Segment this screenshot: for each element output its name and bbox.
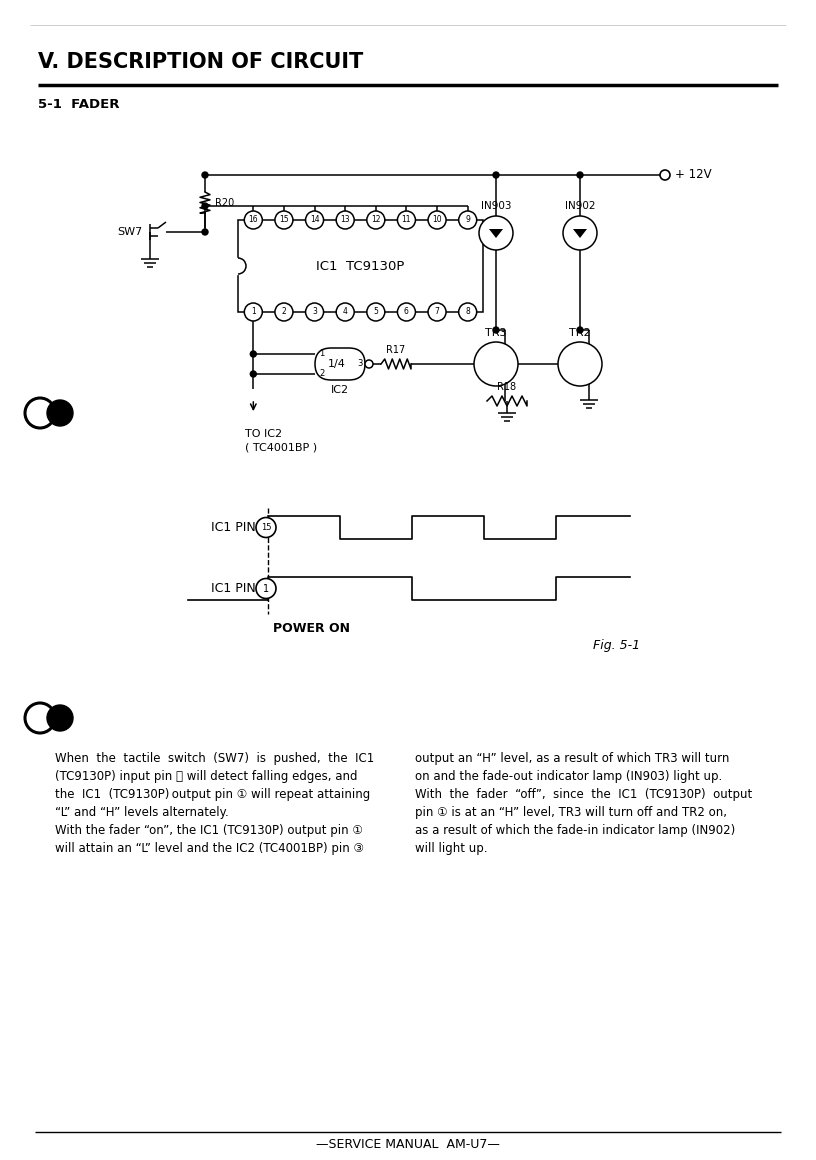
Text: 6: 6 [404, 307, 409, 317]
Text: R17: R17 [386, 345, 406, 355]
Text: TR3: TR3 [486, 328, 507, 338]
Circle shape [25, 398, 55, 428]
Text: 4: 4 [343, 307, 348, 317]
Text: IC2: IC2 [331, 385, 349, 396]
Circle shape [428, 211, 446, 229]
Text: SW7: SW7 [117, 227, 142, 237]
Circle shape [202, 203, 208, 209]
Polygon shape [489, 229, 503, 238]
Circle shape [474, 342, 518, 386]
Text: Fig. 5-1: Fig. 5-1 [593, 638, 640, 652]
Circle shape [336, 303, 354, 321]
Text: IN903: IN903 [481, 201, 512, 211]
Text: 5: 5 [374, 307, 379, 317]
Circle shape [251, 351, 256, 357]
Text: TO IC2: TO IC2 [246, 429, 282, 438]
Text: 14: 14 [310, 216, 319, 225]
Circle shape [256, 517, 276, 537]
Circle shape [275, 303, 293, 321]
Polygon shape [238, 220, 483, 312]
Circle shape [459, 303, 477, 321]
Text: 2: 2 [319, 370, 324, 378]
Text: 3: 3 [313, 307, 317, 317]
Circle shape [428, 303, 446, 321]
Circle shape [244, 211, 262, 229]
Circle shape [479, 216, 513, 251]
Circle shape [397, 211, 415, 229]
Circle shape [256, 579, 276, 599]
Text: 1/4: 1/4 [328, 358, 346, 369]
Text: When  the  tactile  switch  (SW7)  is  pushed,  the  IC1
(TC9130P) input pin ⓔ w: When the tactile switch (SW7) is pushed,… [55, 752, 375, 855]
Text: 1: 1 [319, 349, 324, 358]
Bar [230, 258, 238, 274]
Text: 1: 1 [251, 307, 255, 317]
Text: R20: R20 [215, 197, 234, 208]
Circle shape [493, 327, 499, 333]
Circle shape [305, 303, 324, 321]
Circle shape [251, 371, 256, 377]
Text: —SERVICE MANUAL  AM-U7—: —SERVICE MANUAL AM-U7— [316, 1138, 500, 1151]
Text: ( TC4001BP ): ( TC4001BP ) [246, 442, 317, 452]
Circle shape [367, 211, 385, 229]
Circle shape [660, 171, 670, 180]
Circle shape [244, 303, 262, 321]
Circle shape [336, 211, 354, 229]
Text: 9: 9 [465, 216, 470, 225]
Circle shape [202, 229, 208, 235]
Text: 3: 3 [357, 360, 363, 369]
Circle shape [202, 172, 208, 177]
Circle shape [25, 703, 55, 733]
Text: TR2: TR2 [570, 328, 591, 338]
Text: 11: 11 [401, 216, 411, 225]
Text: IN902: IN902 [565, 201, 595, 211]
FancyBboxPatch shape [315, 348, 365, 380]
Circle shape [563, 216, 597, 251]
Text: 12: 12 [371, 216, 380, 225]
Circle shape [365, 360, 373, 368]
Circle shape [577, 172, 583, 177]
Text: 2: 2 [282, 307, 286, 317]
Text: POWER ON: POWER ON [273, 622, 350, 635]
Circle shape [367, 303, 385, 321]
Text: IC1 PIN: IC1 PIN [211, 582, 256, 595]
Text: 10: 10 [432, 216, 442, 225]
Text: + 12V: + 12V [675, 168, 712, 181]
Circle shape [459, 211, 477, 229]
Circle shape [275, 211, 293, 229]
Text: 15: 15 [279, 216, 289, 225]
Circle shape [493, 172, 499, 177]
Text: 7: 7 [435, 307, 440, 317]
Text: 13: 13 [340, 216, 350, 225]
Text: output an “H” level, as a result of which TR3 will turn
on and the fade-out indi: output an “H” level, as a result of whic… [415, 752, 752, 855]
Circle shape [397, 303, 415, 321]
Text: 15: 15 [261, 523, 271, 532]
Circle shape [47, 400, 73, 426]
Text: 8: 8 [465, 307, 470, 317]
Text: 1: 1 [263, 583, 269, 594]
Text: R18: R18 [498, 382, 517, 392]
Circle shape [305, 211, 324, 229]
Circle shape [577, 327, 583, 333]
Polygon shape [573, 229, 587, 238]
Text: V. DESCRIPTION OF CIRCUIT: V. DESCRIPTION OF CIRCUIT [38, 52, 363, 72]
Circle shape [47, 705, 73, 731]
Text: IC1 PIN: IC1 PIN [211, 521, 256, 534]
Circle shape [558, 342, 602, 386]
Text: IC1  TC9130P: IC1 TC9130P [317, 260, 405, 273]
Text: 5-1  FADER: 5-1 FADER [38, 97, 119, 110]
Text: 16: 16 [249, 216, 258, 225]
